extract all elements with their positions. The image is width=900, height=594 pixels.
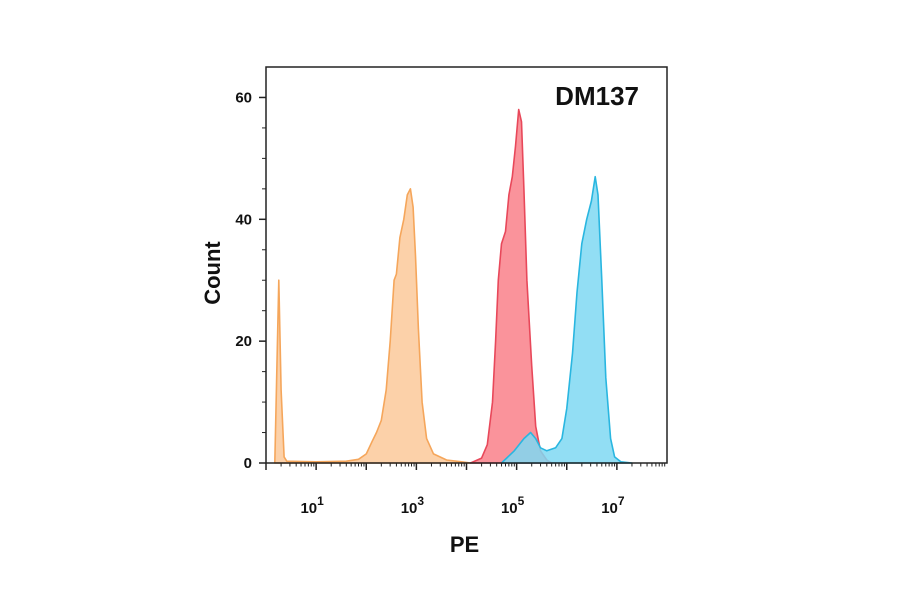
x-tick-base: 10: [501, 500, 518, 517]
y-tick-label: 60: [235, 89, 252, 106]
y-axis-title: Count: [200, 241, 225, 305]
x-tick-exponent: 7: [618, 494, 625, 508]
x-axis-title: PE: [450, 532, 479, 557]
y-tick-label: 20: [235, 333, 252, 350]
x-tick-exponent: 3: [417, 494, 424, 508]
histogram-series-2: [469, 108, 553, 464]
y-tick-label: 0: [244, 455, 252, 472]
x-tick-label: 103: [401, 494, 425, 517]
x-tick-label: 105: [501, 494, 525, 517]
x-tick-base: 10: [401, 500, 418, 517]
x-tick-exponent: 5: [518, 494, 525, 508]
x-tick-label: 107: [601, 494, 625, 517]
histogram-series-1: [274, 188, 472, 464]
x-tick-exponent: 1: [317, 494, 324, 508]
x-tick-base: 10: [300, 500, 317, 517]
x-tick-base: 10: [601, 500, 618, 517]
histogram-series-3: [500, 175, 633, 464]
x-tick-label: 101: [300, 494, 324, 517]
y-tick-label: 40: [235, 211, 252, 228]
series-layer: [274, 108, 633, 464]
chart-title: DM137: [555, 81, 639, 111]
